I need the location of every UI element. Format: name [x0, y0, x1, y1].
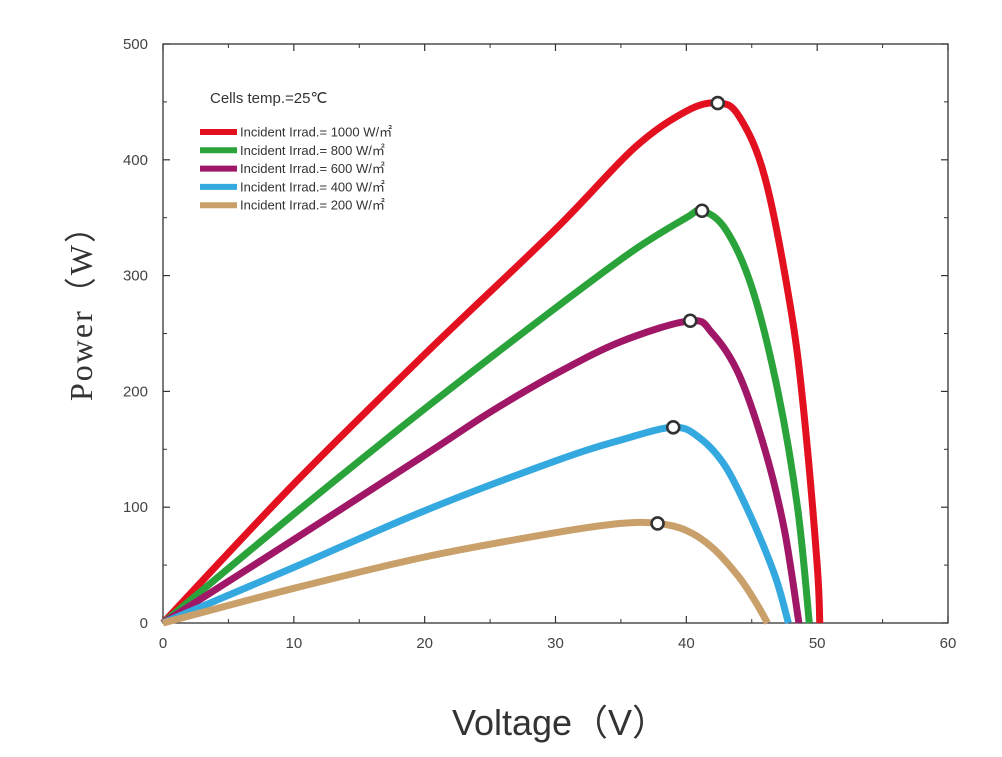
y-tick-label: 100 [123, 499, 148, 516]
series-line [161, 317, 803, 626]
legend-label: Incident Irrad.= 1000 W/㎡ [240, 125, 392, 140]
series-curves [160, 99, 824, 627]
series-line [162, 518, 771, 627]
legend-label: Incident Irrad.= 200 W/㎡ [240, 198, 385, 213]
series-line [160, 206, 813, 626]
legend-label: Incident Irrad.= 600 W/㎡ [240, 161, 385, 176]
legend-label: Incident Irrad.= 400 W/㎡ [240, 179, 385, 194]
mpp-markers [650, 95, 726, 531]
mpp-point [694, 203, 710, 219]
x-tick-label: 30 [547, 635, 564, 652]
mpp-point [710, 95, 726, 111]
y-tick-label: 0 [140, 615, 148, 632]
x-tick-label: 60 [940, 635, 957, 652]
x-tick-label: 0 [159, 635, 167, 652]
y-tick-label: 200 [123, 383, 148, 400]
axis-ticks: 0 10 20 30 40 50 60 0 100 200 300 400 500 [123, 36, 956, 652]
x-tick-label: 20 [416, 635, 433, 652]
series-line [160, 99, 824, 626]
y-tick-label: 400 [123, 152, 148, 169]
legend-label: Incident Irrad.= 800 W/㎡ [240, 143, 385, 158]
series-line [161, 423, 792, 627]
legend: Incident Irrad.= 1000 W/㎡ Incident Irrad.… [200, 125, 392, 213]
mpp-point [682, 313, 698, 329]
mpp-point [665, 419, 681, 435]
x-tick-label: 10 [285, 635, 302, 652]
x-tick-label: 50 [809, 635, 826, 652]
x-tick-label: 40 [678, 635, 695, 652]
y-axis-label: Power（W） [63, 209, 99, 401]
mpp-point [650, 516, 665, 531]
y-tick-label: 500 [123, 36, 148, 53]
y-tick-label: 300 [123, 268, 148, 285]
x-axis-label: Voltage（V） [452, 702, 668, 743]
temperature-annotation: Cells temp.=25℃ [210, 90, 327, 107]
